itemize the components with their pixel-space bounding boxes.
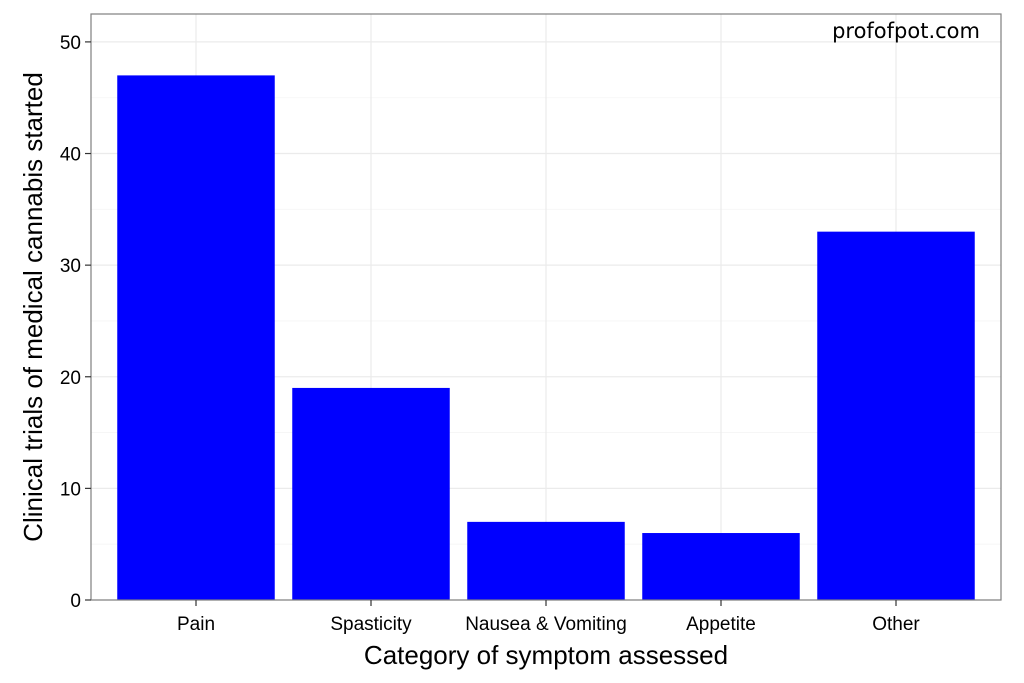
y-tick-label: 0: [70, 591, 81, 612]
y-tick-label: 50: [60, 33, 81, 54]
x-tick-label: Spasticity: [330, 614, 412, 635]
x-tick-label: Other: [872, 614, 920, 635]
bar: [117, 75, 275, 600]
x-axis-title: Category of symptom assessed: [364, 640, 728, 670]
x-tick-label: Appetite: [686, 614, 756, 635]
bar: [817, 231, 975, 600]
y-tick-label: 20: [60, 368, 81, 389]
y-axis: 0 10 20 30 40 50: [60, 33, 91, 612]
y-tick-label: 40: [60, 145, 81, 166]
y-tick-label: 30: [60, 256, 81, 277]
bar: [292, 387, 450, 600]
bars: [117, 75, 975, 600]
bar: [467, 521, 625, 600]
y-axis-title: Clinical trials of medical cannabis star…: [18, 72, 48, 542]
y-tick-label: 10: [60, 479, 81, 500]
watermark-text: profofpot.com: [832, 19, 980, 43]
x-tick-label: Nausea & Vomiting: [465, 614, 627, 635]
bar: [642, 533, 800, 600]
x-axis: Pain Spasticity Nausea & Vomiting Appetite O…: [177, 600, 920, 635]
x-tick-label: Pain: [177, 614, 215, 635]
